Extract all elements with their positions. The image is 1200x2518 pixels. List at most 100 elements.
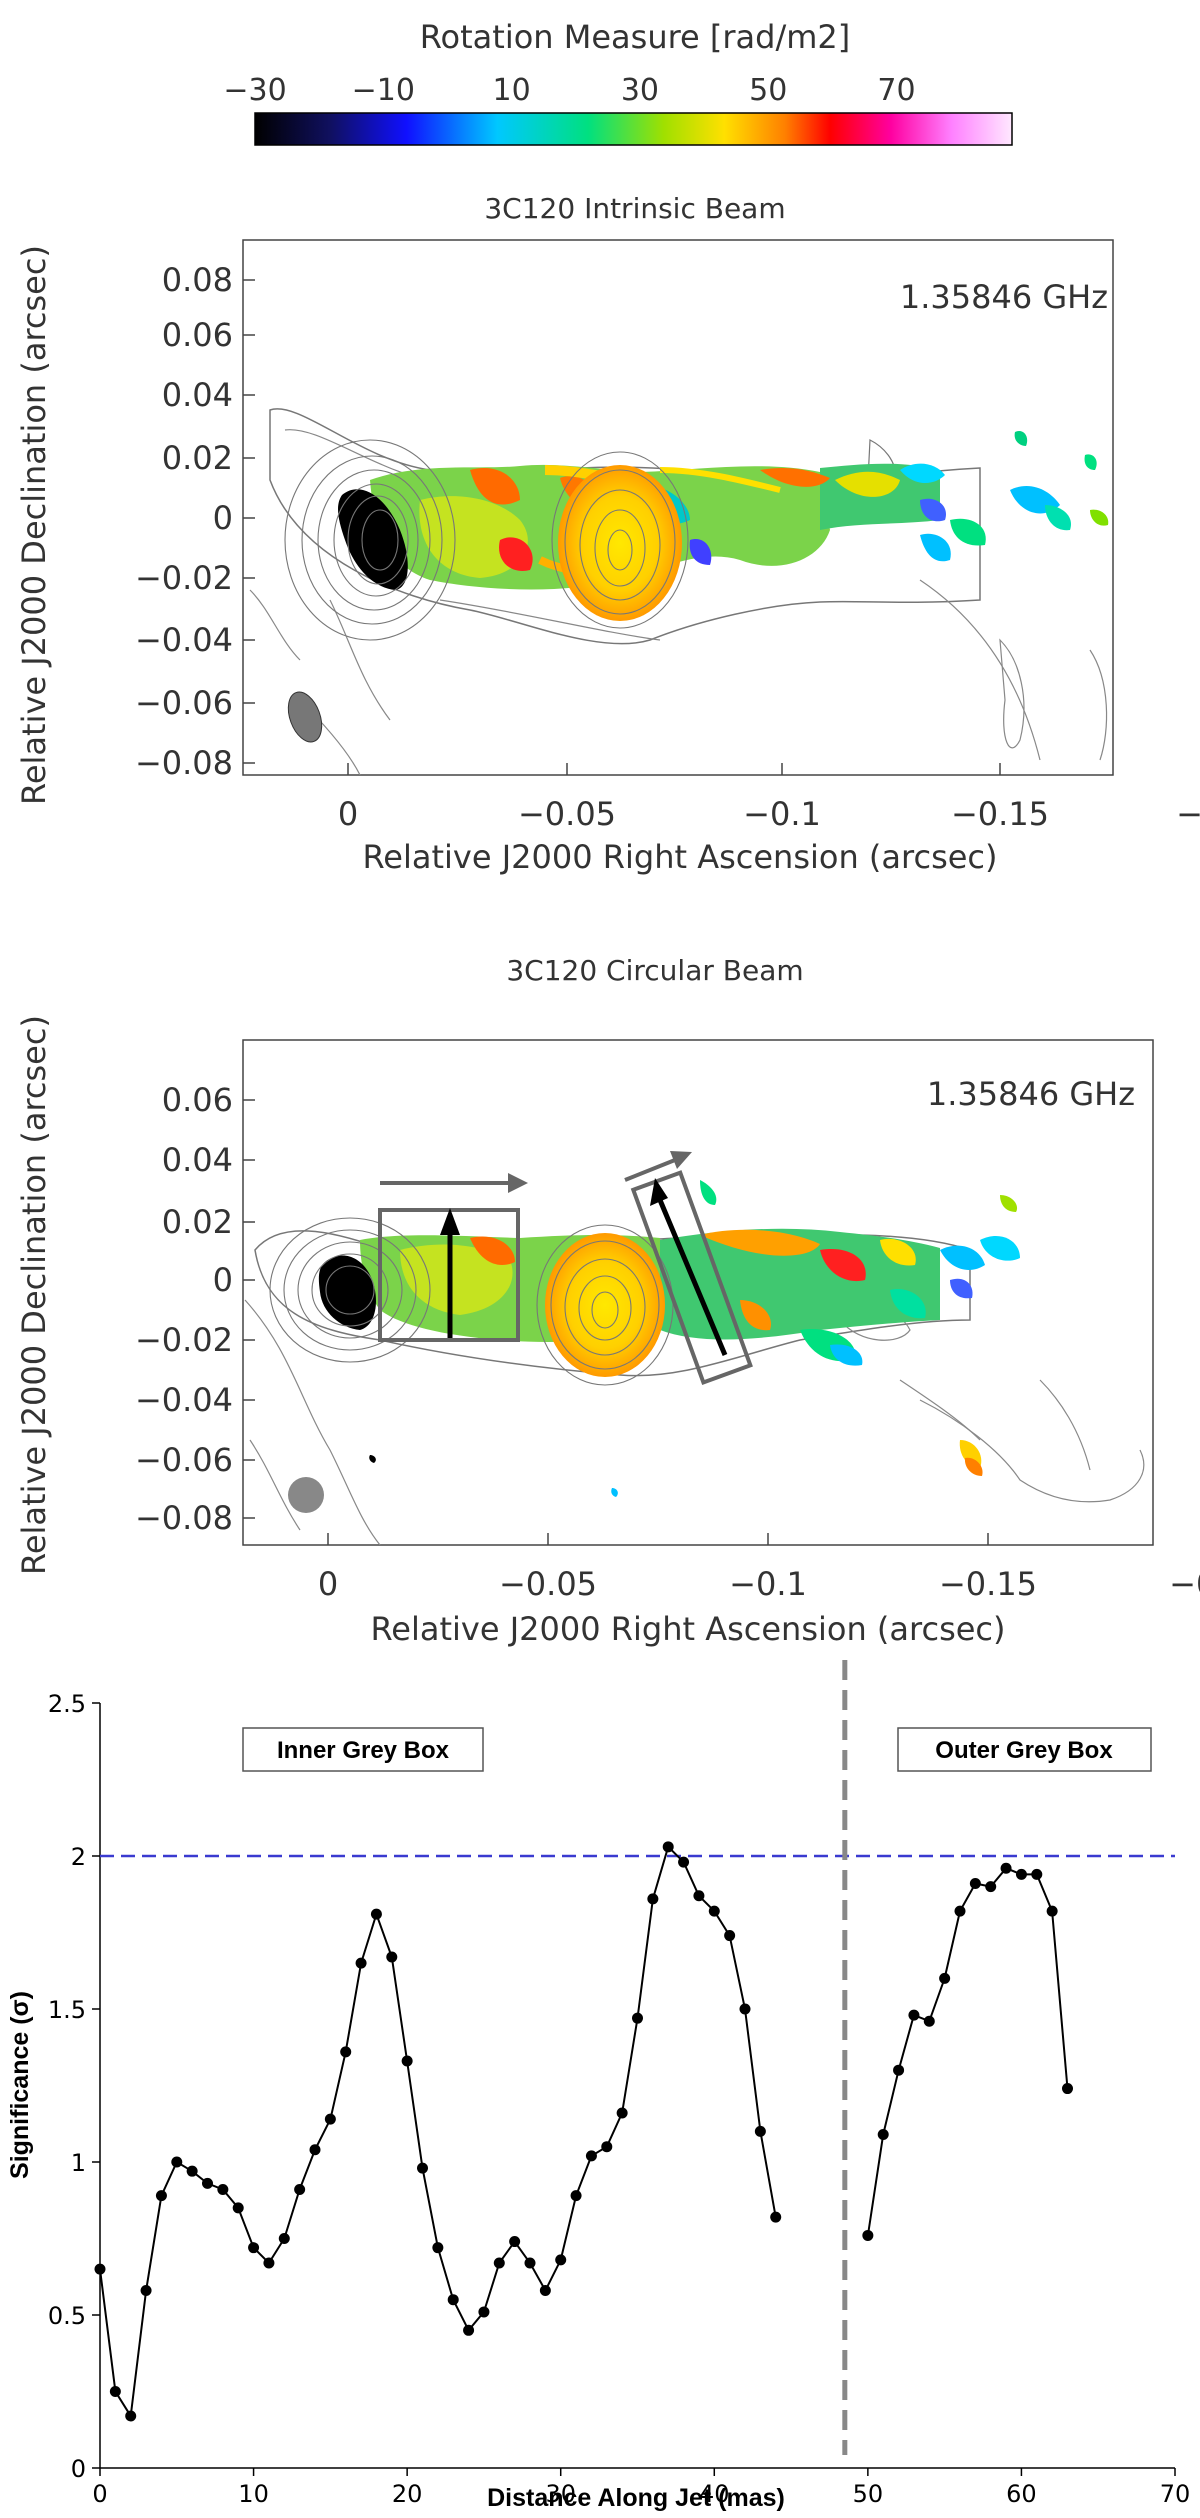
data-point bbox=[1062, 2083, 1073, 2095]
chart-x-ticks: 0 10 20 30 40 50 60 70 bbox=[92, 2468, 1190, 2508]
data-point bbox=[754, 2125, 766, 2137]
significance-chart: 0 0.5 1 1.5 2 2.5 0 10 20 30 40 50 60 70 Inner Grey … bbox=[6, 1660, 1190, 2512]
panel2-ytick-label: −0.02 bbox=[135, 1321, 233, 1359]
panel1-plot-frame bbox=[242, 239, 1114, 776]
data-point bbox=[94, 2263, 106, 2275]
data-point bbox=[232, 2202, 244, 2214]
data-point bbox=[509, 2236, 521, 2248]
panel1-jet-map bbox=[249, 408, 1109, 775]
data-point bbox=[1046, 1905, 1058, 1917]
panel1-xtick-label: −0.05 bbox=[518, 795, 616, 833]
data-point bbox=[370, 1908, 382, 1920]
panel2-beam-circle bbox=[288, 1477, 324, 1513]
panel1-ytick-label: −0.04 bbox=[135, 621, 233, 659]
panel1-yaxis-ticks: 0.08 0.06 0.04 0.02 0 −0.02 −0.04 −0.06 −0.08 bbox=[135, 261, 255, 782]
outer-box-arrow bbox=[657, 1199, 728, 1356]
data-point bbox=[539, 2285, 551, 2297]
chart-xtick-label: 10 bbox=[238, 2480, 269, 2508]
panel2-ytick-label: −0.06 bbox=[135, 1441, 233, 1479]
data-point bbox=[693, 1890, 705, 1902]
chart-xtick-label: 40 bbox=[699, 2480, 730, 2508]
data-point bbox=[217, 2184, 229, 2196]
panel2-ylabel: Relative J2000 Declination (arcsec) bbox=[15, 1015, 53, 1575]
panel2-jet-map bbox=[244, 1151, 1145, 1545]
data-point bbox=[923, 2015, 935, 2027]
chart-ylabel: Significance (σ) bbox=[6, 1991, 34, 2179]
panel1-title: 3C120 Intrinsic Beam bbox=[484, 192, 785, 225]
panel1-ytick-label: 0.04 bbox=[162, 376, 233, 414]
data-point bbox=[155, 2190, 167, 2202]
panel1-xlabel: Relative J2000 Right Ascension (arcsec) bbox=[363, 838, 998, 876]
panel1-ylabel: Relative J2000 Declination (arcsec) bbox=[15, 245, 53, 805]
data-point bbox=[432, 2242, 444, 2254]
chart-xtick-label: 20 bbox=[392, 2480, 423, 2508]
inner-grey-box bbox=[378, 1208, 520, 1342]
panel1-beam-ellipse bbox=[287, 691, 323, 743]
data-point bbox=[493, 2257, 505, 2269]
chart-ytick-label: 2.5 bbox=[48, 1690, 86, 1718]
data-point bbox=[770, 2211, 782, 2223]
outer-box-label: Outer Grey Box bbox=[935, 1737, 1113, 1764]
panel2-yaxis-ticks: 0.06 0.04 0.02 0 −0.02 −0.04 −0.06 −0.08 bbox=[135, 1081, 255, 1537]
series-line-1 bbox=[99, 1844, 777, 2419]
chart-y-ticks: 0 0.5 1 1.5 2 2.5 bbox=[48, 1690, 100, 2483]
data-point bbox=[601, 2141, 613, 2153]
panel1-ytick-label: −0.08 bbox=[135, 744, 233, 782]
data-point bbox=[1015, 1868, 1027, 1880]
panel2-plot-frame bbox=[242, 1039, 1154, 1546]
panel2-xlabel: Relative J2000 Right Ascension (arcsec) bbox=[371, 1610, 1006, 1648]
outer-box-direction-arrow bbox=[624, 1158, 676, 1182]
outer-box-legend: Outer Grey Box bbox=[897, 1727, 1152, 1772]
chart-xtick-label: 0 bbox=[92, 2480, 107, 2508]
chart-xtick-label: 60 bbox=[1006, 2480, 1037, 2508]
panel-circular-beam: 3C120 Circular Beam 1.35846 GHz bbox=[15, 954, 1200, 1648]
data-point bbox=[355, 1957, 367, 1969]
data-point bbox=[294, 2184, 306, 2196]
data-point bbox=[877, 2128, 889, 2140]
panel2-xtick-label: 0 bbox=[318, 1565, 338, 1603]
data-point bbox=[324, 2113, 336, 2125]
data-point bbox=[585, 2150, 597, 2162]
chart-ytick-label: 0 bbox=[71, 2455, 86, 2483]
panel1-ytick-label: 0 bbox=[213, 499, 233, 537]
panel1-xtick-label: −0.1 bbox=[743, 795, 821, 833]
data-point bbox=[248, 2242, 260, 2254]
colorbar-gradient bbox=[254, 112, 1013, 146]
panel2-xtick-label: −0.2 bbox=[1169, 1565, 1200, 1603]
panel1-xtick-label: 0 bbox=[338, 795, 358, 833]
colorbar-title: Rotation Measure [rad/m2] bbox=[420, 18, 851, 56]
data-point bbox=[478, 2306, 490, 2318]
data-point bbox=[954, 1905, 966, 1917]
panel1-ytick-label: −0.02 bbox=[135, 559, 233, 597]
data-point bbox=[340, 2046, 352, 2058]
colorbar-tick-label: 70 bbox=[877, 73, 915, 108]
data-point bbox=[708, 1905, 720, 1917]
data-point bbox=[447, 2294, 459, 2306]
data-point bbox=[985, 1881, 997, 1893]
data-point bbox=[1031, 1868, 1043, 1880]
significance-series bbox=[94, 1841, 1073, 2422]
colorbar-tick-labels: −30 −10 10 30 50 70 bbox=[223, 73, 915, 108]
data-point bbox=[570, 2190, 582, 2202]
chart-ytick-label: 0.5 bbox=[48, 2302, 86, 2330]
colorbar-tick-label: 50 bbox=[749, 73, 787, 108]
panel1-xtick-label: −0.15 bbox=[951, 795, 1049, 833]
data-point bbox=[616, 2107, 628, 2119]
colorbar-tick-label: 30 bbox=[621, 73, 659, 108]
panel1-ytick-label: 0.08 bbox=[162, 261, 233, 299]
data-point bbox=[171, 2156, 183, 2168]
data-point bbox=[140, 2285, 152, 2297]
data-point bbox=[555, 2254, 567, 2266]
data-point bbox=[969, 1878, 981, 1890]
chart-xtick-label: 50 bbox=[853, 2480, 884, 2508]
panel2-ytick-label: 0.04 bbox=[162, 1141, 233, 1179]
data-point bbox=[678, 1856, 690, 1868]
panel2-ytick-label: 0.06 bbox=[162, 1081, 233, 1119]
colorbar-tick-label: −30 bbox=[223, 73, 286, 108]
data-point bbox=[632, 2012, 643, 2024]
panel2-xaxis-ticks: 0−0.05−0.1−0.15−0.2−0.25 bbox=[318, 1533, 1200, 1603]
data-point bbox=[417, 2162, 428, 2174]
panel2-ytick-label: 0 bbox=[213, 1261, 233, 1299]
chart-ytick-label: 1 bbox=[71, 2149, 86, 2177]
